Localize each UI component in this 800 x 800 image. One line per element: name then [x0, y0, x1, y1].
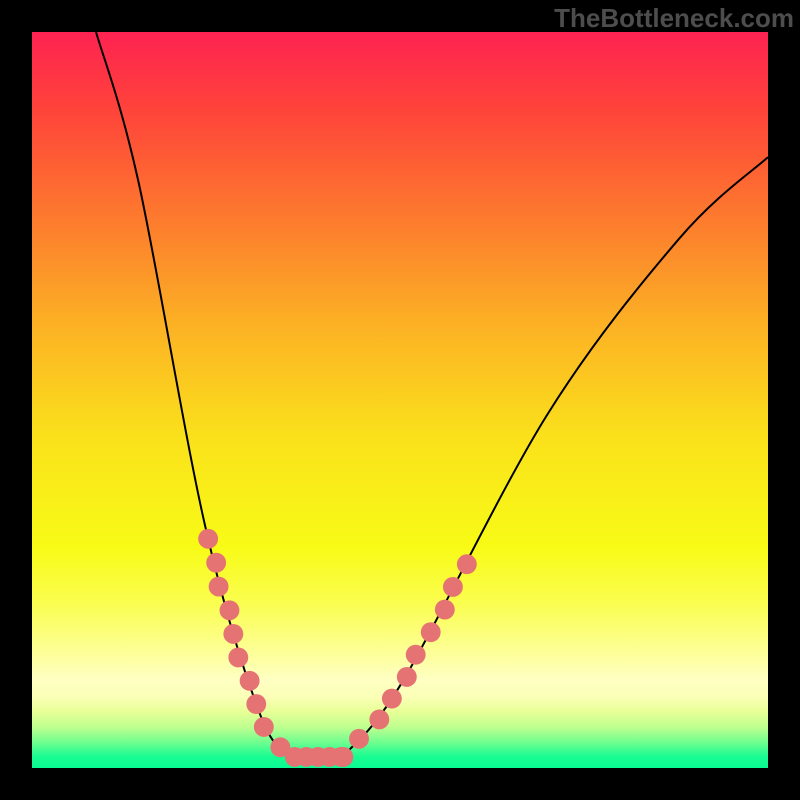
curve-dot — [421, 622, 441, 642]
plot-svg — [0, 0, 800, 800]
curve-dot — [443, 577, 463, 597]
curve-dot — [457, 554, 477, 574]
plot-gradient-background — [32, 32, 768, 768]
curve-dot — [406, 645, 426, 665]
stage: TheBottleneck.com — [0, 0, 800, 800]
curve-dot — [228, 647, 248, 667]
curve-dot — [333, 747, 353, 767]
curve-dot — [223, 624, 243, 644]
curve-dot — [397, 667, 417, 687]
curve-dot — [254, 717, 274, 737]
curve-dot — [246, 694, 266, 714]
curve-dot — [435, 600, 455, 620]
curve-dot — [209, 577, 229, 597]
curve-dot — [198, 529, 218, 549]
curve-dot — [220, 600, 240, 620]
curve-dot — [240, 671, 260, 691]
curve-dot — [382, 689, 402, 709]
curve-dot — [206, 553, 226, 573]
curve-dot — [349, 729, 369, 749]
curve-dot — [369, 709, 389, 729]
